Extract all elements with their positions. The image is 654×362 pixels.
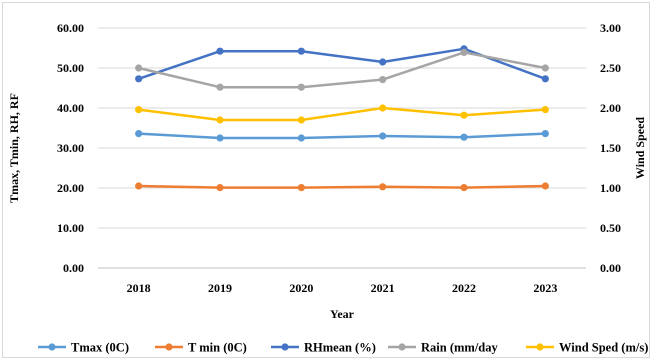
series-line — [138, 132, 546, 140]
legend-item: Wind Sped (m/s) — [526, 341, 648, 355]
legend-label: Rain (mm/day — [421, 341, 498, 355]
x-tick-label: 2020 — [289, 281, 313, 295]
series-1 — [135, 130, 549, 142]
legend-label: RHmean (%) — [304, 341, 376, 355]
series-3 — [135, 45, 549, 83]
series-lines — [135, 45, 549, 192]
x-tick-label: 2019 — [208, 281, 232, 295]
data-point — [216, 116, 224, 124]
series-4 — [135, 48, 549, 91]
left-axis-ticks: 0.00 10.00 20.00 30.00 40.00 50.00 60.00 — [57, 21, 84, 275]
series-line — [138, 51, 546, 89]
y-tick-label: 60.00 — [57, 21, 84, 35]
x-axis-ticks: 2018 2019 2020 2021 2022 2023 — [127, 281, 558, 295]
data-point — [460, 111, 468, 119]
x-axis-title: Year — [330, 307, 355, 321]
data-point — [216, 134, 224, 142]
y2-axis-title: Wind Speed — [633, 117, 647, 179]
legend-label: Tmax (0C) — [71, 341, 129, 355]
data-point — [460, 48, 468, 57]
data-point — [541, 75, 549, 83]
data-point — [297, 83, 305, 91]
data-point — [541, 130, 549, 138]
y2-tick-label: 0.00 — [600, 261, 621, 275]
data-point — [216, 47, 224, 55]
series-line — [138, 184, 546, 189]
y2-tick-label: 1.00 — [600, 181, 621, 195]
data-point — [135, 64, 143, 72]
data-point — [379, 58, 387, 66]
legend-item: RHmean (%) — [271, 341, 376, 355]
data-point — [297, 134, 305, 142]
data-point — [297, 47, 305, 55]
data-point — [541, 64, 549, 72]
chart-frame — [2, 2, 650, 358]
data-point — [135, 75, 143, 83]
x-tick-label: 2023 — [533, 281, 557, 295]
y-tick-label: 30.00 — [57, 141, 84, 155]
data-point — [379, 132, 387, 140]
data-point — [216, 83, 224, 91]
y-axis-title: Tmax, Tmin, RH, RF — [7, 93, 21, 203]
data-point — [541, 182, 549, 190]
data-point — [541, 106, 549, 114]
data-point — [379, 104, 387, 112]
y-tick-label: 50.00 — [57, 61, 84, 75]
data-point — [135, 130, 143, 138]
legend-marker — [281, 343, 289, 351]
series-2 — [135, 182, 549, 192]
y2-tick-label: 3.00 — [600, 21, 621, 35]
data-point — [460, 133, 468, 141]
data-point — [379, 76, 387, 84]
legend-marker — [48, 343, 56, 351]
gridlines — [98, 27, 586, 269]
x-tick-label: 2021 — [371, 281, 395, 295]
data-point — [216, 184, 224, 192]
legend-item: T min (0C) — [155, 341, 247, 355]
y2-tick-label: 0.50 — [600, 221, 621, 235]
y2-tick-label: 2.50 — [600, 61, 621, 75]
legend-label: T min (0C) — [188, 341, 247, 355]
y-tick-label: 20.00 — [57, 181, 84, 195]
series-line — [138, 47, 546, 80]
legend-label: Wind Sped (m/s) — [559, 341, 648, 355]
data-point — [297, 116, 305, 124]
y-tick-label: 0.00 — [63, 261, 84, 275]
x-tick-label: 2018 — [127, 281, 151, 295]
y-tick-label: 40.00 — [57, 101, 84, 115]
x-tick-label: 2022 — [452, 281, 476, 295]
legend: Tmax (0C) T min (0C) RHmean (%) Rain (mm/da… — [38, 341, 648, 355]
legend-item: Tmax (0C) — [38, 341, 129, 355]
series-5 — [135, 104, 549, 124]
legend-marker — [536, 343, 544, 351]
y-tick-label: 10.00 — [57, 221, 84, 235]
legend-marker — [398, 343, 406, 351]
data-point — [135, 182, 143, 190]
right-axis-ticks: 0.00 0.50 1.00 1.50 2.00 2.50 3.00 — [600, 21, 621, 275]
data-point — [297, 184, 305, 192]
legend-item: Rain (mm/day — [388, 341, 498, 355]
data-point — [379, 183, 387, 191]
y2-tick-label: 1.50 — [600, 141, 621, 155]
data-point — [460, 184, 468, 192]
y2-tick-label: 2.00 — [600, 101, 621, 115]
series-line — [138, 106, 546, 122]
legend-marker — [165, 343, 173, 351]
data-point — [135, 106, 143, 114]
